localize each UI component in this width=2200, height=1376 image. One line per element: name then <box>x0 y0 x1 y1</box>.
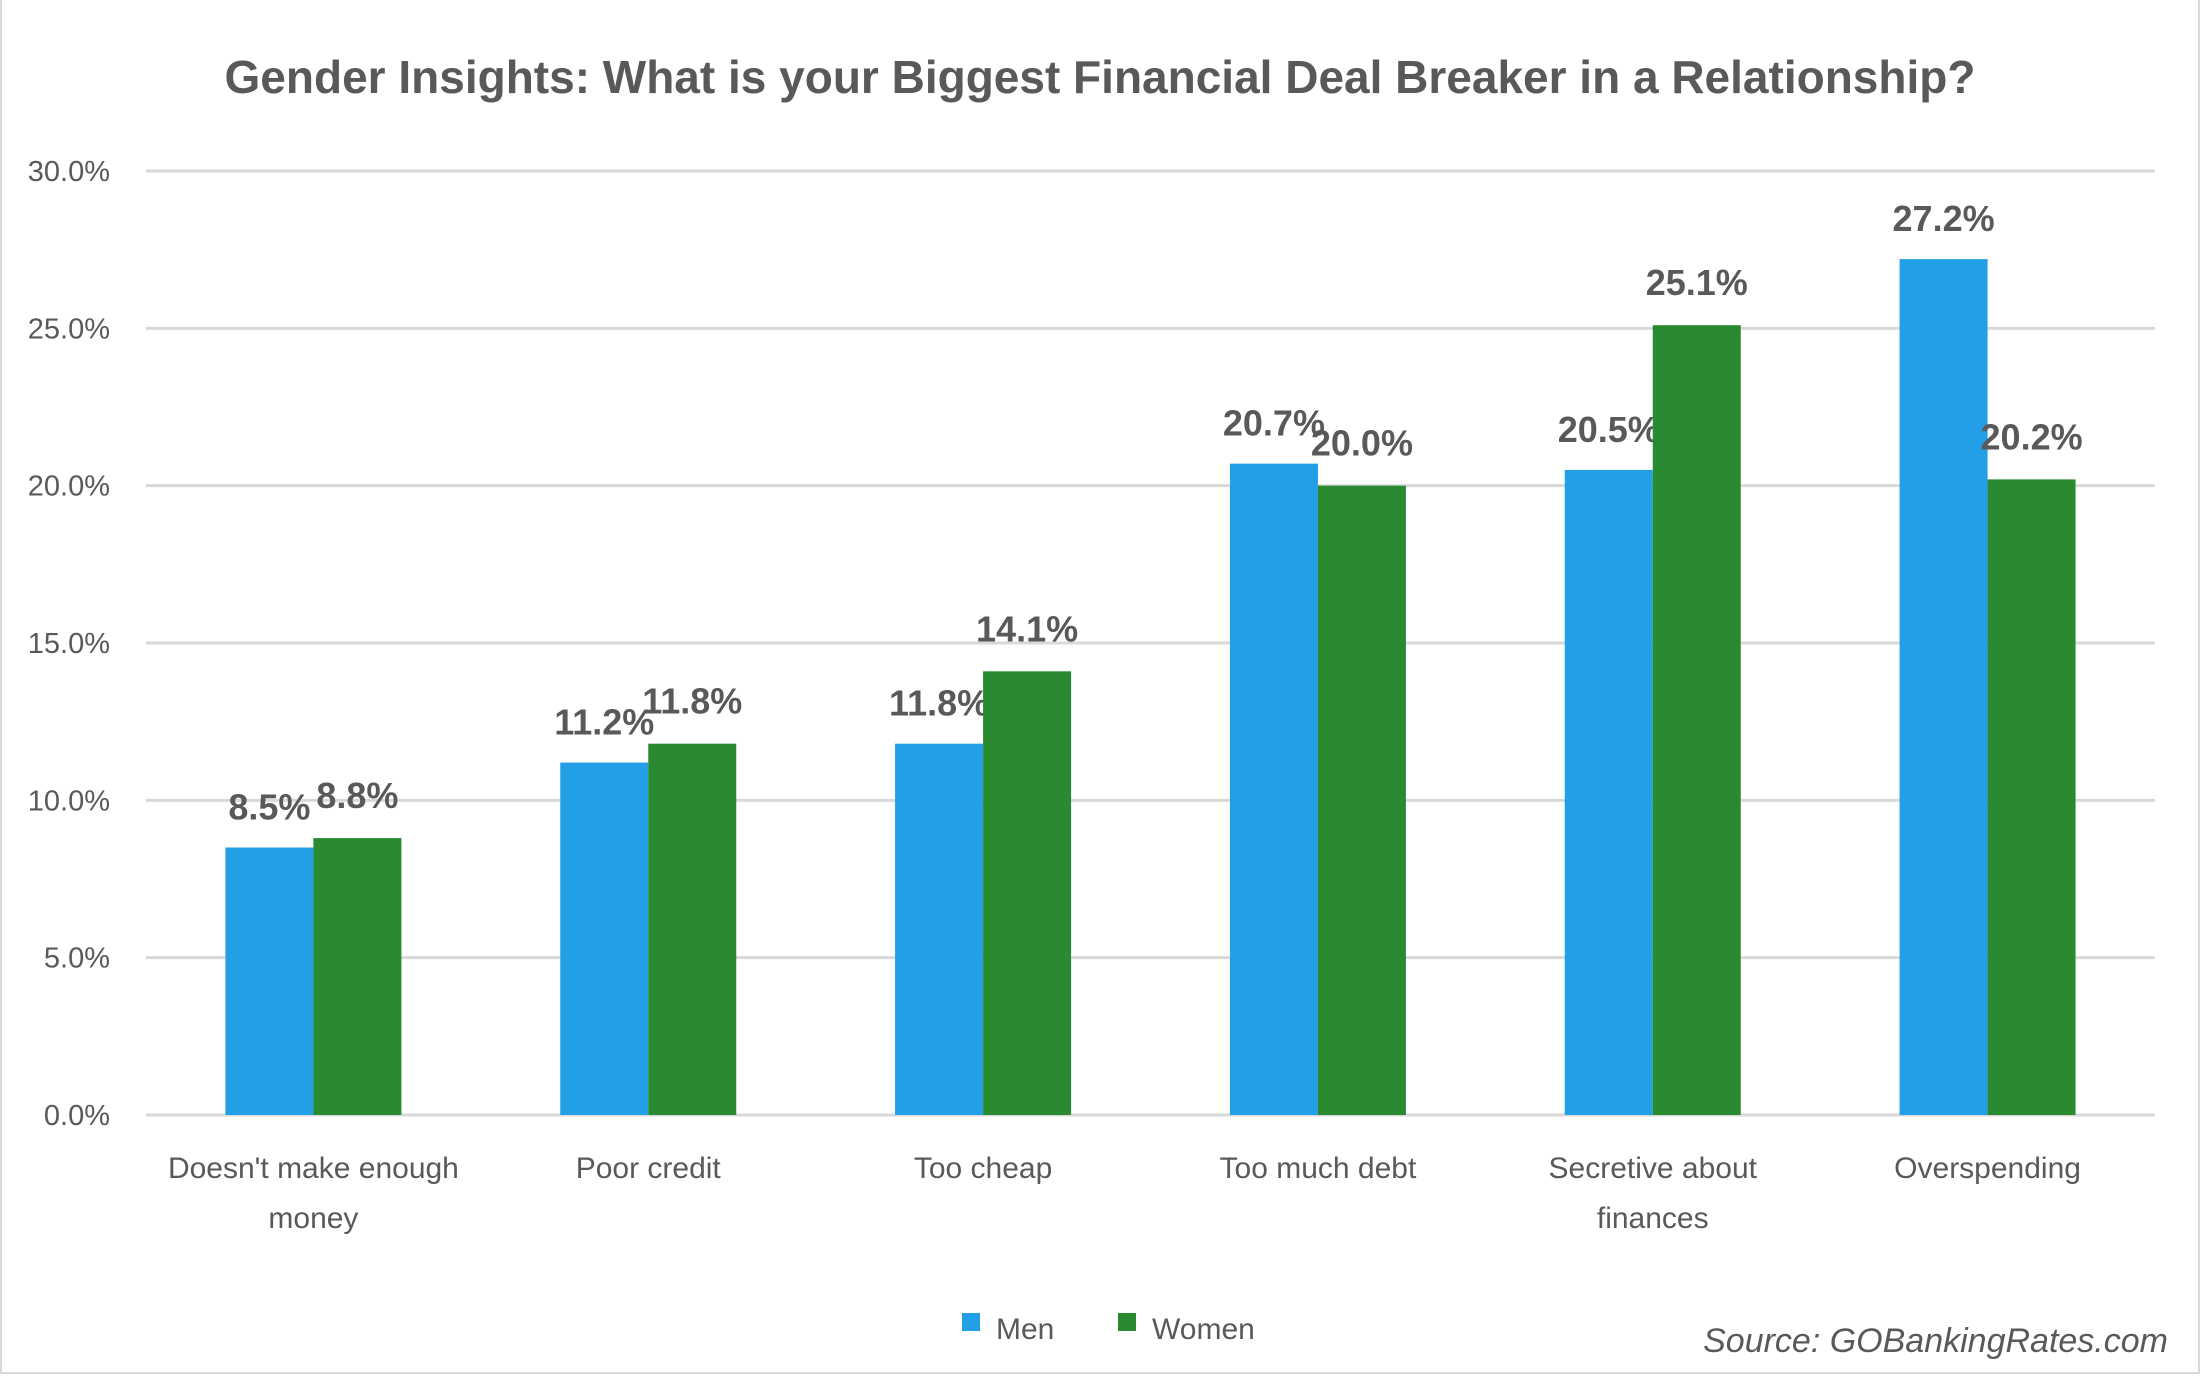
legend-swatch-women <box>1118 1313 1136 1331</box>
bar-men <box>225 847 314 1115</box>
data-label: 8.5% <box>228 787 310 828</box>
x-category-label: Secretive about <box>1549 1152 1758 1185</box>
bar-women <box>983 671 1072 1115</box>
y-tick-label: 0.0% <box>44 1100 110 1132</box>
y-tick-label: 25.0% <box>28 313 110 345</box>
data-label: 20.0% <box>1311 423 1413 464</box>
x-category-label: Doesn't make enough <box>168 1152 459 1185</box>
x-category-label: Too much debt <box>1220 1152 1417 1185</box>
data-label: 20.5% <box>1558 409 1660 450</box>
y-tick-label: 20.0% <box>28 471 110 503</box>
bar-men <box>895 743 984 1115</box>
data-label: 27.2% <box>1893 198 1995 239</box>
x-category-label: money <box>268 1202 358 1235</box>
bar-women <box>1652 325 1741 1116</box>
data-label: 11.2% <box>554 702 654 743</box>
bar-women <box>313 838 402 1115</box>
legend-label-men: Men <box>996 1313 1054 1346</box>
data-label: 8.8% <box>316 775 398 816</box>
bar-men <box>1899 259 1988 1115</box>
bar-men <box>560 762 649 1115</box>
data-label: 11.8% <box>642 681 742 722</box>
y-tick-label: 30.0% <box>28 156 110 188</box>
bar-men <box>1229 463 1318 1115</box>
x-category-label: Too cheap <box>914 1152 1052 1185</box>
x-category-label: Poor credit <box>576 1152 722 1185</box>
data-label: 25.1% <box>1646 262 1748 303</box>
data-label: 20.7% <box>1223 403 1325 444</box>
data-label: 14.1% <box>976 608 1078 649</box>
legend-swatch-men <box>962 1313 980 1331</box>
y-tick-label: 15.0% <box>28 628 110 660</box>
data-label: 20.2% <box>1981 416 2083 457</box>
x-category-label: Overspending <box>1894 1152 2081 1185</box>
x-category-label: finances <box>1597 1202 1709 1235</box>
bar-women <box>648 743 737 1115</box>
chart-title: Gender Insights: What is your Biggest Fi… <box>225 51 1976 103</box>
source-note: Source: GOBankingRates.com <box>1703 1322 2168 1360</box>
data-label: 11.8% <box>889 683 989 724</box>
legend-label-women: Women <box>1152 1313 1255 1346</box>
bar-men <box>1564 469 1653 1115</box>
bar-women <box>1987 479 2076 1116</box>
bar-women <box>1317 485 1406 1116</box>
y-tick-label: 5.0% <box>44 943 110 975</box>
y-tick-label: 10.0% <box>28 785 110 817</box>
